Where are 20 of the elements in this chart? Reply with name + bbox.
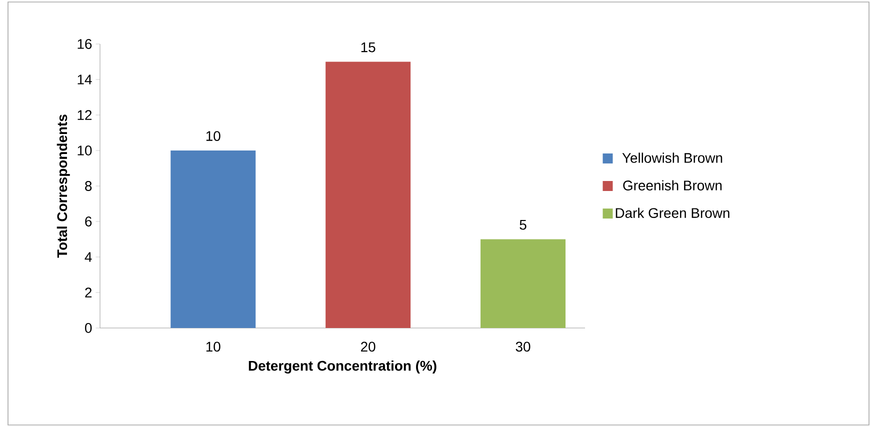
y-axis-title: Total Correspondents	[56, 114, 70, 258]
x-tick-label: 30	[516, 342, 530, 352]
y-tick-label: 2	[85, 288, 92, 298]
data-label: 5	[520, 220, 526, 230]
x-axis-title: Detergent Concentration (%)	[248, 360, 436, 374]
legend-label: Yellowish Brown	[622, 152, 722, 163]
y-tick-label: 16	[78, 39, 92, 49]
data-label: 15	[361, 42, 376, 52]
y-tick-label: 14	[78, 74, 92, 84]
y-tick-label: 4	[84, 252, 92, 262]
legend-label: Greenish Brown	[623, 180, 722, 190]
y-tick-label: 6	[85, 216, 92, 226]
y-tick-label: 0	[85, 323, 92, 333]
data-label: 10	[206, 131, 220, 141]
x-tick-label: 20	[361, 342, 376, 352]
x-tick-label: 10	[206, 342, 220, 352]
y-tick-label: 12	[78, 110, 92, 120]
y-tick-label: 10	[78, 146, 92, 156]
y-tick-label: 8	[85, 181, 92, 191]
legend-label: Dark Green Brown	[616, 208, 730, 218]
